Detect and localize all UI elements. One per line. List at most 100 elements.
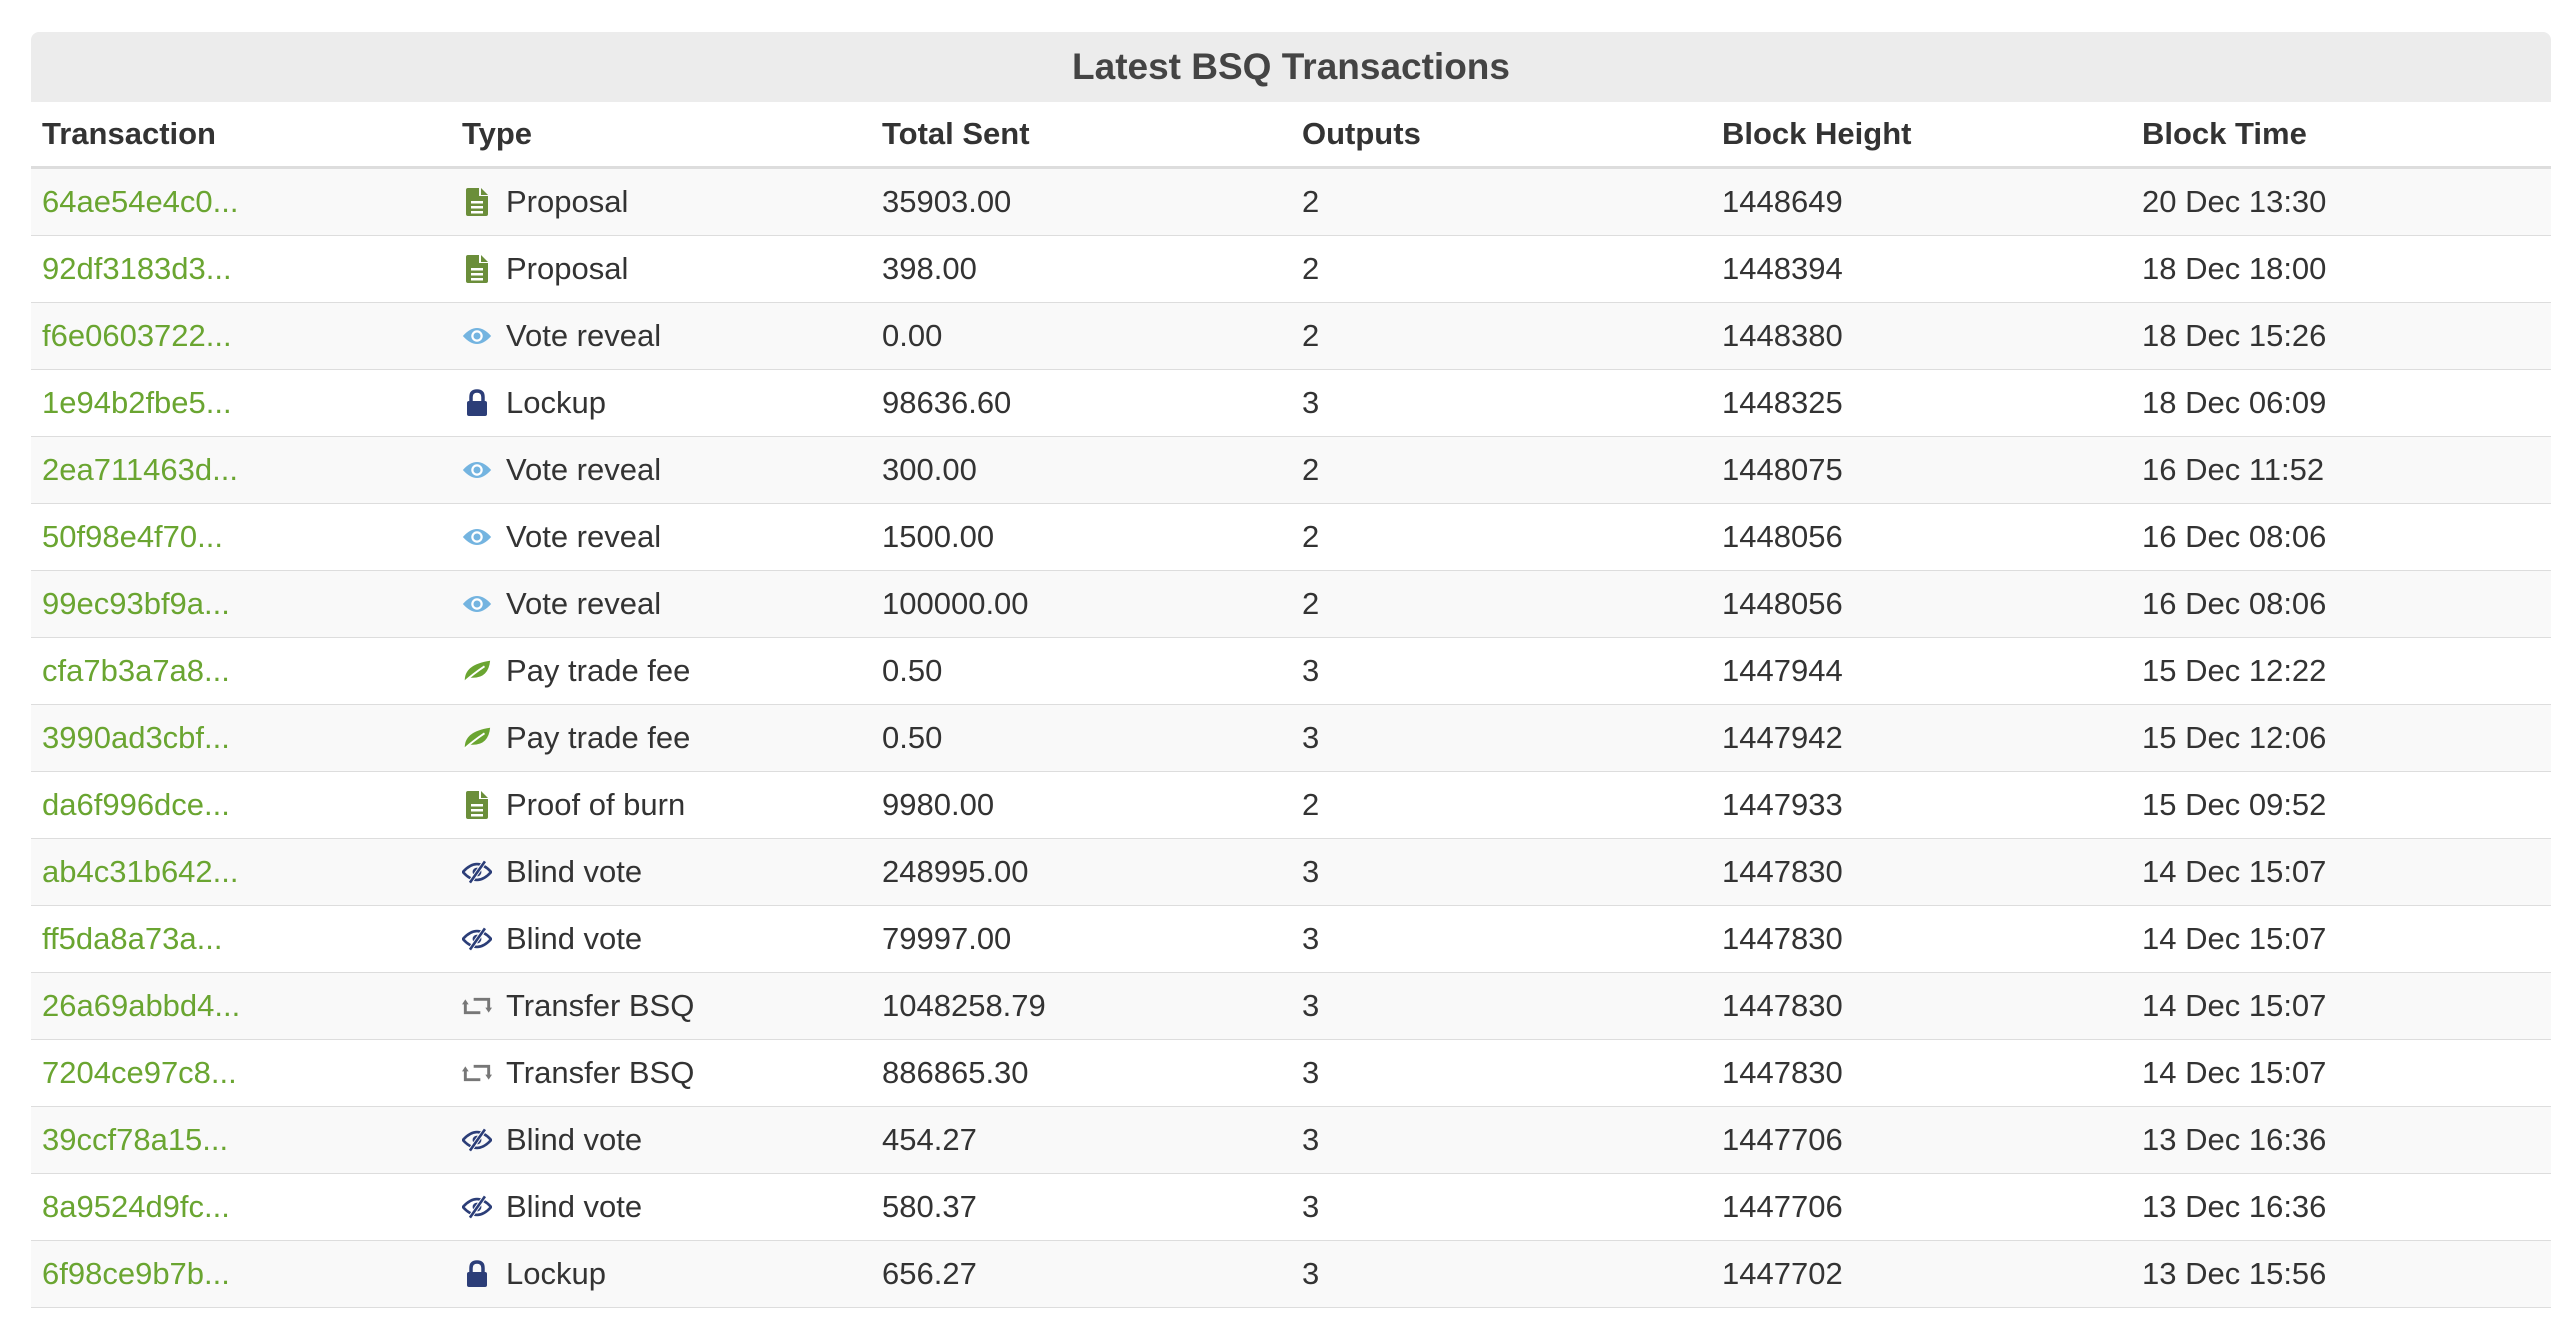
transaction-link[interactable]: 7204ce97c8... <box>42 1055 237 1090</box>
table-row: f6e0603722... Vote reveal 0.00 2 1448380 18 D… <box>31 302 2551 370</box>
eye-slash-icon <box>462 1125 492 1155</box>
transaction-link[interactable]: 1e94b2fbe5... <box>42 385 232 420</box>
block-time-cell: 13 Dec 16:36 <box>2131 1106 2551 1174</box>
transaction-cell: 3990ad3cbf... <box>31 704 451 772</box>
eye-slash-icon <box>462 924 492 954</box>
outputs-cell: 3 <box>1291 637 1711 705</box>
block-height-cell: 1447933 <box>1711 771 2131 839</box>
transaction-cell: f6e0603722... <box>31 302 451 370</box>
column-header-transaction: Transaction <box>31 102 451 169</box>
transaction-link[interactable]: 6f98ce9b7b... <box>42 1256 230 1291</box>
block-height-cell: 1447830 <box>1711 1039 2131 1107</box>
type-label: Vote reveal <box>506 318 662 353</box>
lock-icon <box>462 1259 492 1289</box>
table-row: 39ccf78a15... Blind vote 454.27 3 1447706 13 … <box>31 1106 2551 1174</box>
table-body: 64ae54e4c0... Proposal 35903.00 2 1448649 20 … <box>31 167 2551 1308</box>
outputs-cell: 2 <box>1291 503 1711 571</box>
transaction-link[interactable]: 64ae54e4c0... <box>42 184 239 219</box>
total-sent-cell: 9980.00 <box>871 771 1291 839</box>
block-height-cell: 1448075 <box>1711 436 2131 504</box>
transaction-link[interactable]: da6f996dce... <box>42 787 230 822</box>
transaction-link[interactable]: 39ccf78a15... <box>42 1122 229 1157</box>
transaction-link[interactable]: 2ea711463d... <box>42 452 238 487</box>
type-cell: Pay trade fee <box>451 637 871 705</box>
block-time-cell: 14 Dec 15:07 <box>2131 1039 2551 1107</box>
table-row: da6f996dce... Proof of burn 9980.00 2 144793… <box>31 771 2551 839</box>
file-icon <box>462 790 492 820</box>
type-cell: Lockup <box>451 1240 871 1308</box>
table-row: 6f98ce9b7b... Lockup 656.27 3 1447702 13 Dec … <box>31 1240 2551 1308</box>
eye-slash-icon <box>462 1192 492 1222</box>
type-cell: Lockup <box>451 369 871 437</box>
type-label: Proposal <box>506 251 629 286</box>
transaction-link[interactable]: 8a9524d9fc... <box>42 1189 230 1224</box>
block-height-cell: 1448394 <box>1711 235 2131 303</box>
transaction-link[interactable]: 50f98e4f70... <box>42 519 223 554</box>
table-row: 64ae54e4c0... Proposal 35903.00 2 1448649 20 … <box>31 167 2551 236</box>
table-row: 50f98e4f70... Vote reveal 1500.00 2 1448056 1… <box>31 503 2551 571</box>
transaction-link[interactable]: 26a69abbd4... <box>42 988 241 1023</box>
table-row: 7204ce97c8... Transfer BSQ 886865.30 3 14478… <box>31 1039 2551 1107</box>
total-sent-cell: 0.00 <box>871 302 1291 370</box>
table-row: 2ea711463d... Vote reveal 300.00 2 1448075 16… <box>31 436 2551 504</box>
type-label: Blind vote <box>506 921 643 956</box>
transaction-cell: 26a69abbd4... <box>31 972 451 1040</box>
type-cell: Vote reveal <box>451 436 871 504</box>
transaction-link[interactable]: 92df3183d3... <box>42 251 232 286</box>
table-row: 26a69abbd4... Transfer BSQ 1048258.79 3 1447… <box>31 972 2551 1040</box>
transaction-link[interactable]: cfa7b3a7a8... <box>42 653 230 688</box>
type-cell: Transfer BSQ <box>451 1039 871 1107</box>
transaction-link[interactable]: f6e0603722... <box>42 318 232 353</box>
type-label: Lockup <box>506 1256 606 1291</box>
total-sent-cell: 0.50 <box>871 704 1291 772</box>
transaction-cell: 50f98e4f70... <box>31 503 451 571</box>
transactions-table: Transaction Type Total Sent Outputs Bloc… <box>31 102 2551 1308</box>
outputs-cell: 3 <box>1291 369 1711 437</box>
total-sent-cell: 248995.00 <box>871 838 1291 906</box>
type-label: Proposal <box>506 184 629 219</box>
transaction-cell: 92df3183d3... <box>31 235 451 303</box>
table-row: 8a9524d9fc... Blind vote 580.37 3 1447706 13 … <box>31 1173 2551 1241</box>
total-sent-cell: 454.27 <box>871 1106 1291 1174</box>
outputs-cell: 2 <box>1291 436 1711 504</box>
block-time-cell: 15 Dec 12:06 <box>2131 704 2551 772</box>
transaction-cell: 8a9524d9fc... <box>31 1173 451 1241</box>
total-sent-cell: 100000.00 <box>871 570 1291 638</box>
block-height-cell: 1447830 <box>1711 972 2131 1040</box>
leaf-icon <box>462 656 492 686</box>
block-time-cell: 13 Dec 16:36 <box>2131 1173 2551 1241</box>
eye-slash-icon <box>462 857 492 887</box>
transaction-cell: 99ec93bf9a... <box>31 570 451 638</box>
column-header-total-sent: Total Sent <box>871 102 1291 169</box>
column-header-type: Type <box>451 102 871 169</box>
type-label: Transfer BSQ <box>506 988 695 1023</box>
total-sent-cell: 398.00 <box>871 235 1291 303</box>
file-icon <box>462 254 492 284</box>
block-height-cell: 1447706 <box>1711 1106 2131 1174</box>
transaction-cell: cfa7b3a7a8... <box>31 637 451 705</box>
block-height-cell: 1448056 <box>1711 503 2131 571</box>
block-time-cell: 14 Dec 15:07 <box>2131 905 2551 973</box>
transaction-link[interactable]: 99ec93bf9a... <box>42 586 230 621</box>
transaction-link[interactable]: 3990ad3cbf... <box>42 720 230 755</box>
transaction-link[interactable]: ab4c31b642... <box>42 854 239 889</box>
block-height-cell: 1448325 <box>1711 369 2131 437</box>
type-label: Vote reveal <box>506 586 662 621</box>
total-sent-cell: 300.00 <box>871 436 1291 504</box>
block-time-cell: 18 Dec 18:00 <box>2131 235 2551 303</box>
table-title: Latest BSQ Transactions <box>31 32 2551 102</box>
type-cell: Vote reveal <box>451 503 871 571</box>
table-row: ab4c31b642... Blind vote 248995.00 3 1447830… <box>31 838 2551 906</box>
block-time-cell: 16 Dec 11:52 <box>2131 436 2551 504</box>
outputs-cell: 2 <box>1291 302 1711 370</box>
type-label: Vote reveal <box>506 519 662 554</box>
transaction-cell: ab4c31b642... <box>31 838 451 906</box>
outputs-cell: 3 <box>1291 1173 1711 1241</box>
transaction-link[interactable]: ff5da8a73a... <box>42 921 223 956</box>
transaction-cell: 1e94b2fbe5... <box>31 369 451 437</box>
block-time-cell: 15 Dec 12:22 <box>2131 637 2551 705</box>
type-cell: Blind vote <box>451 1106 871 1174</box>
eye-icon <box>462 522 492 552</box>
outputs-cell: 3 <box>1291 972 1711 1040</box>
column-header-block-height: Block Height <box>1711 102 2131 169</box>
